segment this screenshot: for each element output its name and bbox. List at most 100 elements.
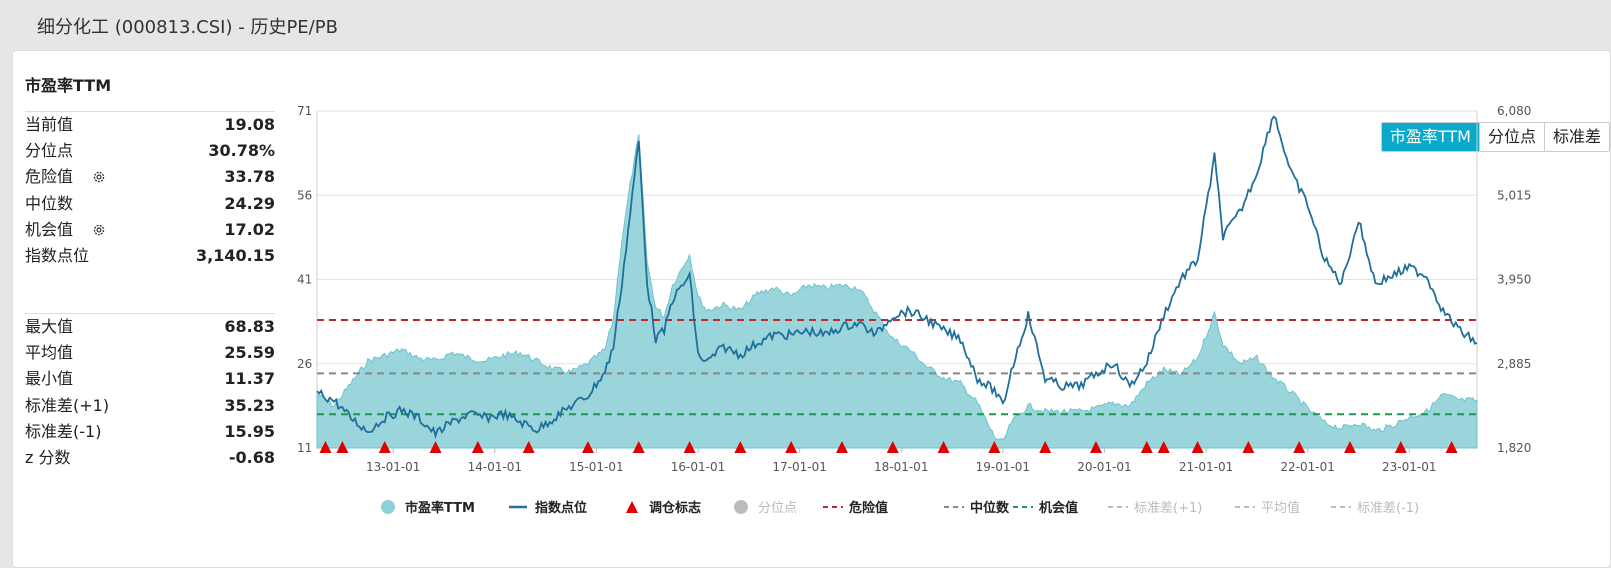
tab-std-dev[interactable]: 标准差: [1543, 123, 1609, 151]
legend-label: 危险值: [849, 500, 888, 516]
divider: [25, 313, 275, 314]
stat-value: 15.95: [224, 421, 275, 441]
rebalance-marker: [785, 441, 798, 453]
rebalance-marker: [1242, 441, 1255, 453]
legend-label: 平均值: [1261, 500, 1300, 516]
left-tick-label: 26: [297, 357, 312, 371]
x-tick-label: 23-01-01: [1382, 460, 1436, 474]
stat-value: 25.59: [224, 343, 275, 363]
right-tick-label: 1,820: [1497, 441, 1531, 455]
stat-label: 标准差(-1): [25, 421, 102, 441]
x-tick-label: 15-01-01: [569, 460, 623, 474]
pe-chart: 71 6,080 56 5,015 41 3,950 26 2,885 11 1,820 13-01…: [297, 104, 1531, 516]
stat-label: 最大值: [25, 317, 74, 336]
left-tick-label: 56: [297, 188, 312, 202]
rebalance-marker: [1191, 441, 1204, 453]
stat-row: 机会值 17.02: [25, 217, 275, 243]
legend-item[interactable]: 市盈率TTM: [381, 500, 475, 516]
x-tick-label: 19-01-01: [976, 460, 1030, 474]
rebalance-marker: [1039, 441, 1052, 453]
legend-label: 调仓标志: [649, 500, 701, 516]
legend-item[interactable]: 中位数: [944, 500, 1010, 516]
legend-symbol: [626, 501, 638, 513]
rebalance-marker: [886, 441, 899, 453]
left-tick-label: 41: [297, 273, 312, 287]
rebalance-marker: [1140, 441, 1153, 453]
stat-row: 中位数 24.29: [25, 191, 275, 217]
legend-label: 标准差(+1): [1134, 501, 1202, 516]
legend-item[interactable]: 标准差(+1): [1108, 501, 1202, 516]
tab-pe-ttm[interactable]: 市盈率TTM: [1381, 123, 1479, 151]
stat-value: 11.37: [224, 369, 275, 389]
rebalance-marker: [734, 441, 747, 453]
stat-value: 19.08: [224, 115, 275, 134]
rebalance-marker: [378, 441, 391, 453]
legend-item[interactable]: 机会值: [1013, 500, 1078, 516]
window-title: 细分化工 (000813.CSI) - 历史PE/PB: [37, 17, 338, 38]
stat-row: 当前值 19.08: [25, 112, 275, 138]
legend-label: 标准差(-1): [1357, 501, 1419, 516]
stats-heading: 市盈率TTM: [25, 76, 112, 95]
stat-label: z 分数: [25, 448, 71, 467]
stat-row: 最小值 11.37: [25, 366, 275, 392]
right-tick-label: 5,015: [1497, 188, 1531, 202]
stat-row: 平均值 25.59: [25, 340, 275, 366]
stat-row: 分位点 30.78%: [25, 138, 275, 164]
legend-item[interactable]: 调仓标志: [626, 500, 701, 516]
rebalance-marker: [471, 441, 484, 453]
stat-value: 33.78: [224, 167, 275, 187]
legend-label: 市盈率TTM: [405, 500, 475, 516]
stat-row: 标准差(+1) 35.23: [25, 393, 275, 419]
stat-value: 17.02: [224, 219, 275, 239]
right-tick-label: 3,950: [1497, 273, 1531, 287]
stat-label: 当前值: [25, 115, 74, 134]
rebalance-marker: [522, 441, 535, 453]
x-tick-label: 16-01-01: [671, 460, 725, 474]
stat-label: 标准差(+1): [25, 395, 110, 415]
legend-item[interactable]: 危险值: [823, 500, 888, 516]
legend-label: 机会值: [1039, 500, 1078, 516]
rebalance-marker: [835, 441, 848, 453]
legend-item[interactable]: 指数点位: [509, 500, 587, 516]
stat-label: 平均值: [25, 343, 74, 363]
legend-label: 分位点: [758, 501, 797, 516]
stat-row: 危险值 33.78: [25, 164, 275, 190]
rebalance-marker: [1293, 441, 1306, 453]
left-tick-label: 71: [297, 104, 312, 118]
legend-item[interactable]: 分位点: [734, 500, 797, 516]
legend-symbol: [381, 500, 395, 514]
legend-label: 指数点位: [535, 500, 587, 516]
rebalance-marker: [988, 441, 1001, 453]
right-tick-label: 2,885: [1497, 357, 1531, 371]
stat-label: 机会值: [25, 219, 74, 239]
rebalance-marker: [319, 441, 332, 453]
pe-panel: 市盈率TTM 分位点 标准差 71 6,080 56 5,015 41 3,950 26 2,…: [12, 50, 1611, 568]
rebalance-marker: [581, 441, 594, 453]
stat-value: 68.83: [224, 317, 275, 336]
x-tick-label: 13-01-01: [366, 460, 420, 474]
x-tick-label: 17-01-01: [772, 460, 826, 474]
rebalance-marker: [632, 441, 645, 453]
legend-item[interactable]: 平均值: [1235, 500, 1300, 516]
metric-tabs: 市盈率TTM 分位点 标准差: [1380, 122, 1610, 152]
index-line: [316, 115, 1478, 440]
stat-value: 24.29: [224, 193, 275, 213]
x-tick-label: 20-01-01: [1077, 460, 1131, 474]
x-tick-label: 14-01-01: [468, 460, 522, 474]
x-tick-label: 21-01-01: [1179, 460, 1233, 474]
stat-row: 指数点位 3,140.15: [25, 243, 275, 269]
stat-label: 危险值: [25, 167, 74, 187]
rebalance-marker: [937, 441, 950, 453]
stat-row: 最大值 68.83: [25, 314, 275, 340]
rebalance-marker: [1394, 441, 1407, 453]
gear-icon[interactable]: [92, 170, 106, 184]
rebalance-marker: [429, 441, 442, 453]
legend-label: 中位数: [970, 500, 1010, 516]
gear-icon[interactable]: [92, 223, 106, 237]
legend-symbol: [734, 500, 748, 514]
tab-percentile[interactable]: 分位点: [1478, 123, 1544, 151]
rebalance-marker: [336, 441, 349, 453]
legend-item[interactable]: 标准差(-1): [1331, 501, 1419, 516]
left-tick-label: 11: [297, 441, 312, 455]
stat-value: 3,140.15: [196, 246, 275, 265]
